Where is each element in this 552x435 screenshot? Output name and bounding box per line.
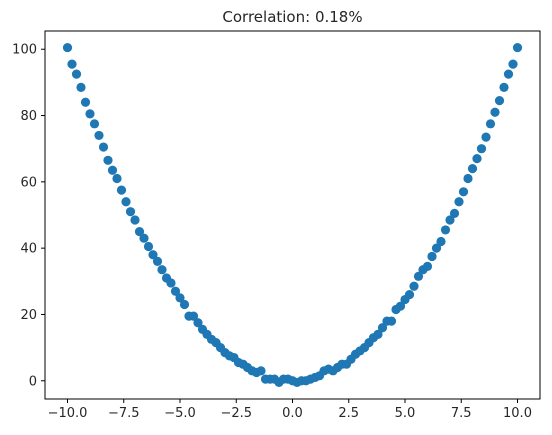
data-point <box>377 323 388 333</box>
data-point <box>71 69 82 79</box>
data-point <box>103 155 113 165</box>
data-point <box>436 236 446 247</box>
chart-title: Correlation: 0.18% <box>222 8 362 26</box>
x-tick-label: 5.0 <box>395 406 416 421</box>
data-point <box>427 251 437 262</box>
data-point <box>454 197 464 207</box>
data-point <box>409 281 419 291</box>
x-tick-label: 7.5 <box>451 406 472 421</box>
data-point <box>508 59 518 69</box>
data-point <box>121 197 131 207</box>
data-point <box>130 215 140 225</box>
data-point <box>472 154 482 164</box>
data-point <box>499 82 509 92</box>
y-tick-label: 20 <box>20 308 37 323</box>
y-tick-label: 40 <box>20 242 37 257</box>
data-point <box>445 215 455 225</box>
data-point <box>134 226 145 237</box>
data-point <box>422 261 433 271</box>
data-point <box>94 130 104 141</box>
data-point <box>413 271 424 281</box>
plot-area-frame <box>44 30 541 400</box>
data-point <box>256 366 266 376</box>
data-point <box>490 107 500 117</box>
data-point <box>85 109 95 119</box>
data-point <box>494 96 505 106</box>
data-point <box>512 42 523 53</box>
x-tick-label: −10.0 <box>48 406 88 421</box>
x-tick-label: 2.5 <box>338 406 359 421</box>
data-points <box>62 42 523 388</box>
data-point <box>116 185 127 195</box>
data-point <box>503 69 514 79</box>
data-point <box>431 243 442 253</box>
data-point <box>188 311 199 321</box>
data-point <box>157 265 167 275</box>
data-point <box>440 225 451 235</box>
x-tick-label: −7.5 <box>108 406 140 421</box>
data-point <box>458 187 469 197</box>
data-point <box>481 132 491 142</box>
data-point <box>166 278 176 288</box>
data-point <box>62 42 73 53</box>
data-point <box>386 316 397 326</box>
y-tick-label: 0 <box>29 374 37 389</box>
data-point <box>89 119 100 129</box>
x-tick-label: −2.5 <box>220 406 252 421</box>
data-point <box>80 97 91 107</box>
data-point <box>463 173 473 184</box>
data-point <box>67 59 77 69</box>
x-axis-ticks: −10.0 −7.5 −5.0 −2.5 0.0 2.5 5.0 7.5 10.0 <box>48 399 532 421</box>
data-point <box>476 144 487 154</box>
data-point <box>148 250 158 260</box>
y-tick-label: 100 <box>12 43 37 58</box>
data-point <box>467 163 478 174</box>
data-point <box>175 293 185 303</box>
data-point <box>170 286 181 296</box>
data-point <box>76 82 86 92</box>
data-point <box>98 142 109 152</box>
data-point <box>139 233 149 243</box>
y-tick-label: 60 <box>20 175 37 190</box>
data-point <box>107 165 118 175</box>
y-tick-label: 80 <box>20 109 37 124</box>
data-point <box>193 318 203 328</box>
data-point <box>179 299 190 310</box>
x-tick-label: 10.0 <box>503 406 532 421</box>
y-axis-ticks: 0 20 40 60 80 100 <box>12 43 45 389</box>
data-point <box>152 256 163 267</box>
data-point <box>485 119 496 129</box>
data-point <box>395 301 406 311</box>
data-point <box>373 329 383 339</box>
data-point <box>112 173 122 184</box>
data-point <box>125 207 136 217</box>
data-point <box>449 208 460 218</box>
data-point <box>143 241 154 252</box>
data-point <box>404 289 415 300</box>
x-tick-label: −5.0 <box>164 406 196 421</box>
x-tick-label: 0.0 <box>282 406 303 421</box>
